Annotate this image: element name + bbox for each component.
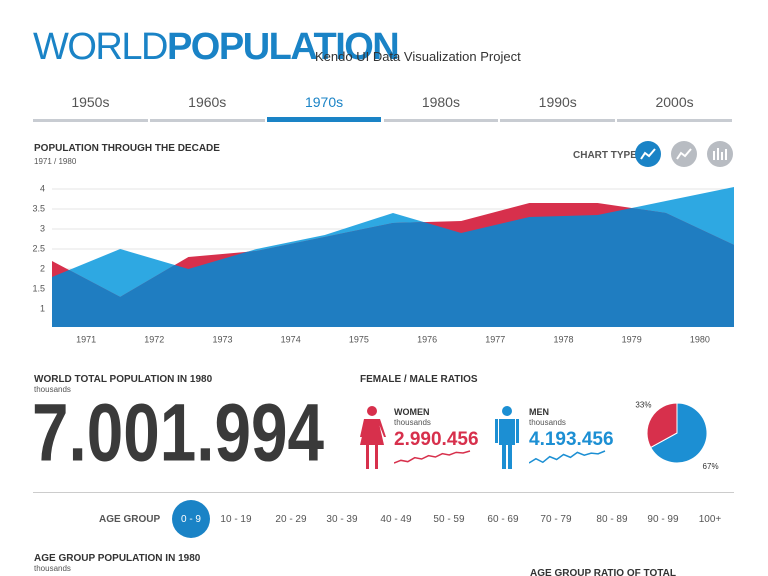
chart-subtitle: 1971 / 1980 xyxy=(34,157,77,166)
y-tick-label: 1 xyxy=(40,303,45,313)
button-glyph xyxy=(640,148,656,160)
gender-value: 2.990.456 xyxy=(394,429,479,450)
age-group-option[interactable]: 80 - 89 xyxy=(596,514,628,525)
ratio-pie: 67% 33% xyxy=(635,400,719,471)
tab-bar xyxy=(33,119,148,122)
total-number-box: 7.001.994 xyxy=(32,395,324,479)
area-chart: 1 1.5 2 2.5 3 3.5 4 1971 1972 1973 1974 1975 1976 197… xyxy=(32,183,734,344)
chart-type-button[interactable] xyxy=(706,140,734,168)
total-title: WORLD TOTAL POPULATION IN 1980 xyxy=(34,374,213,385)
age-group-option[interactable]: 10 - 19 xyxy=(220,514,252,525)
x-tick-label: 1975 xyxy=(349,334,369,344)
bottom-title: AGE GROUP POPULATION IN 1980 xyxy=(34,553,201,564)
y-tick-label: 1.5 xyxy=(32,283,45,293)
page-title: WORLDPOPULATION xyxy=(33,26,400,69)
x-tick-label: 1976 xyxy=(417,334,437,344)
x-tick-label: 1971 xyxy=(76,334,96,344)
pie-label: 33% xyxy=(635,400,651,409)
y-tick-label: 3.5 xyxy=(32,203,45,213)
x-tick-label: 1977 xyxy=(485,334,505,344)
age-group-label: AGE GROUP xyxy=(99,514,161,525)
decade-tab[interactable]: 2000s xyxy=(655,94,694,110)
total-unit: thousands xyxy=(34,385,71,394)
chart-title: POPULATION THROUGH THE DECADE xyxy=(34,143,220,154)
sparkline xyxy=(394,450,471,464)
y-tick-label: 2 xyxy=(40,263,45,273)
tab-bar xyxy=(266,117,382,122)
age-group-option[interactable]: 20 - 29 xyxy=(275,514,307,525)
decade-tab[interactable]: 1990s xyxy=(538,94,577,110)
age-group-option[interactable]: 30 - 39 xyxy=(326,514,358,525)
woman-icon xyxy=(360,406,386,469)
gender-label: WOMEN xyxy=(394,407,430,417)
x-tick-label: 1980 xyxy=(690,334,710,344)
age-active-bg xyxy=(172,500,210,538)
age-group-option[interactable]: 90 - 99 xyxy=(647,514,679,525)
decade-tab[interactable]: 1970s xyxy=(304,94,344,110)
age-group-option[interactable]: 0 - 9 xyxy=(180,514,201,525)
y-tick-label: 4 xyxy=(40,183,45,193)
x-tick-label: 1979 xyxy=(622,334,642,344)
x-tick-label: 1973 xyxy=(212,334,232,344)
gender-label: MEN xyxy=(529,407,549,417)
chart-type-button[interactable] xyxy=(634,140,662,168)
tab-bar xyxy=(383,119,499,122)
subtitle: Kendo UI Data Visualization Project xyxy=(315,49,521,64)
divider xyxy=(33,492,734,493)
age-group-option[interactable]: 40 - 49 xyxy=(380,514,412,525)
decade-tab[interactable]: 1950s xyxy=(71,94,110,110)
chart-type-label: CHART TYPE xyxy=(573,150,637,161)
gender-value: 4.193.456 xyxy=(529,429,614,450)
button-glyph xyxy=(713,148,727,160)
pie-slice xyxy=(650,402,708,464)
button-bg xyxy=(707,141,733,167)
pie-slice xyxy=(646,402,678,449)
age-group-option[interactable]: 100+ xyxy=(698,514,722,525)
age-group-option[interactable]: 50 - 59 xyxy=(433,514,465,525)
x-tick-label: 1972 xyxy=(144,334,164,344)
title-light: WORLD xyxy=(33,26,168,68)
decade-tab[interactable]: 1960s xyxy=(188,94,227,110)
area-overlap xyxy=(52,203,734,327)
decade-tab[interactable]: 1980s xyxy=(421,94,460,110)
bottom-unit: thousands xyxy=(34,564,71,573)
sparkline-box xyxy=(529,450,606,464)
ratio-title: AGE GROUP RATIO OF TOTAL xyxy=(530,568,676,576)
age-group-option[interactable]: 60 - 69 xyxy=(487,514,519,525)
pie-label: 67% xyxy=(703,462,719,471)
age-group-option[interactable]: 70 - 79 xyxy=(540,514,572,525)
gender-unit: thousands xyxy=(394,418,431,427)
ratios-title: FEMALE / MALE RATIOS xyxy=(360,374,478,385)
man-icon xyxy=(495,406,519,469)
button-glyph xyxy=(676,148,692,160)
gender-unit: thousands xyxy=(529,418,566,427)
sparkline-box xyxy=(394,450,471,464)
title-bold: POPULATION xyxy=(166,26,400,68)
tab-bar xyxy=(617,119,732,122)
x-tick-label: 1974 xyxy=(281,334,301,344)
y-tick-label: 2.5 xyxy=(32,243,45,253)
total-value: 7.001.994 xyxy=(32,395,324,479)
tab-bar xyxy=(500,119,616,122)
x-tick-label: 1978 xyxy=(553,334,573,344)
sparkline xyxy=(529,450,606,464)
y-tick-label: 3 xyxy=(40,223,45,233)
tab-bar xyxy=(149,119,265,122)
chart-type-button[interactable] xyxy=(670,140,698,168)
